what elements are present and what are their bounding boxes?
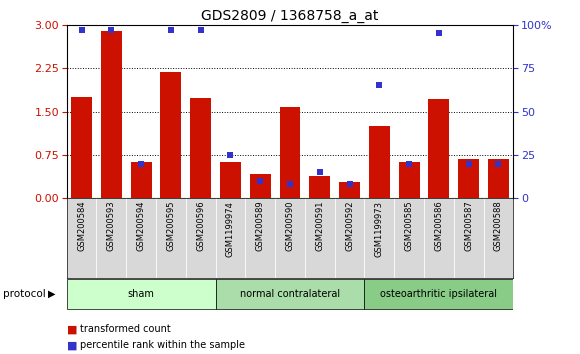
Text: GSM200588: GSM200588	[494, 201, 503, 251]
Bar	[364, 279, 513, 309]
Text: ▶: ▶	[48, 289, 56, 299]
Text: normal contralateral: normal contralateral	[240, 289, 340, 299]
Bar	[429, 99, 450, 198]
Bar	[156, 198, 186, 278]
Text: GSM200594: GSM200594	[137, 201, 146, 251]
Bar	[394, 198, 424, 278]
Text: GSM200589: GSM200589	[256, 201, 264, 251]
Text: GSM200587: GSM200587	[464, 201, 473, 251]
Bar	[305, 198, 335, 278]
Text: GSM200596: GSM200596	[196, 201, 205, 251]
Bar	[96, 198, 126, 278]
Text: GSM200590: GSM200590	[285, 201, 295, 251]
Text: GSM200585: GSM200585	[405, 201, 414, 251]
Text: sham: sham	[128, 289, 155, 299]
Bar	[398, 162, 419, 198]
Bar	[484, 198, 513, 278]
Bar	[216, 198, 245, 278]
Bar	[369, 126, 390, 198]
Bar	[130, 162, 151, 198]
Bar	[67, 198, 96, 278]
Text: GSM200595: GSM200595	[166, 201, 175, 251]
Text: GSM1199973: GSM1199973	[375, 201, 384, 257]
Bar	[190, 98, 211, 198]
Bar	[220, 162, 241, 198]
Bar	[458, 159, 479, 198]
Bar	[71, 97, 92, 198]
Bar	[126, 198, 156, 278]
Text: GSM200584: GSM200584	[77, 201, 86, 251]
Bar	[364, 198, 394, 278]
Bar	[488, 159, 509, 198]
Bar	[101, 30, 122, 198]
Text: ■: ■	[67, 324, 77, 334]
Bar	[186, 198, 216, 278]
Bar	[275, 198, 305, 278]
Text: GSM200593: GSM200593	[107, 201, 116, 251]
Bar	[424, 198, 454, 278]
Bar	[245, 198, 275, 278]
Bar	[250, 174, 271, 198]
Text: ■: ■	[67, 340, 77, 350]
Bar	[67, 279, 216, 309]
Text: GSM200586: GSM200586	[434, 201, 443, 251]
Text: percentile rank within the sample: percentile rank within the sample	[80, 340, 245, 350]
Bar	[339, 182, 360, 198]
Bar	[335, 198, 364, 278]
Bar	[280, 107, 300, 198]
Text: GDS2809 / 1368758_a_at: GDS2809 / 1368758_a_at	[201, 9, 379, 23]
Text: GSM200591: GSM200591	[316, 201, 324, 251]
Bar	[161, 72, 182, 198]
Text: GSM1199974: GSM1199974	[226, 201, 235, 257]
Bar	[309, 176, 330, 198]
Bar	[454, 198, 484, 278]
Bar	[216, 279, 364, 309]
Text: protocol: protocol	[3, 289, 46, 299]
Text: transformed count: transformed count	[80, 324, 171, 334]
Text: GSM200592: GSM200592	[345, 201, 354, 251]
Text: osteoarthritic ipsilateral: osteoarthritic ipsilateral	[380, 289, 498, 299]
